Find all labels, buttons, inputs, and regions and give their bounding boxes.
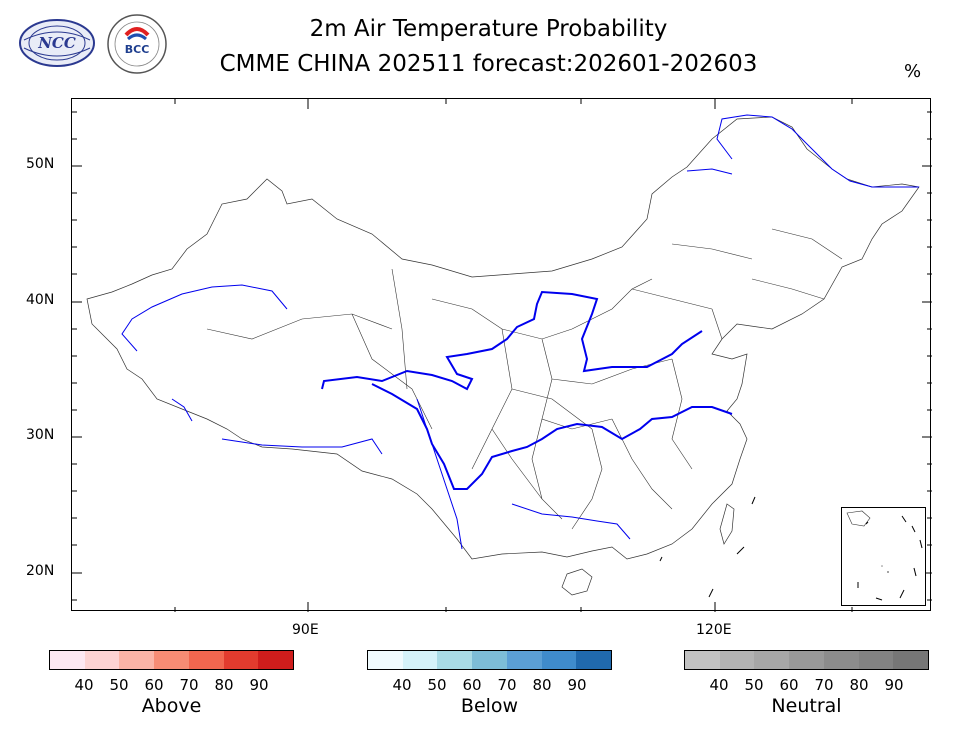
- above-tick: 40: [74, 676, 94, 694]
- above-swatch-4: [188, 651, 224, 669]
- below-tick: 40: [392, 676, 412, 694]
- ncc-logo-text: NCC: [37, 34, 76, 52]
- below-tick: 60: [462, 676, 482, 694]
- neutral-tick: 90: [884, 676, 904, 694]
- neutral-swatch-0: [685, 651, 720, 669]
- below-tick: 90: [567, 676, 587, 694]
- bcc-logo-text: BCC: [125, 43, 150, 56]
- map-subtitle: CMME CHINA 202511 forecast:202601-202603: [219, 51, 758, 77]
- ncc-logo: NCC: [18, 16, 96, 68]
- below-swatch-3: [472, 651, 507, 669]
- hainan-island: [561, 568, 593, 596]
- china-outline: [86, 116, 920, 560]
- neutral-tick: 50: [744, 676, 764, 694]
- above-swatch-5: [223, 651, 259, 669]
- above-tick: 70: [179, 676, 199, 694]
- below-tick: 50: [427, 676, 447, 694]
- below-swatch-2: [437, 651, 473, 669]
- neutral-tick: 70: [814, 676, 834, 694]
- below-swatch-1: [402, 651, 438, 669]
- yellow-river: [321, 290, 703, 391]
- pearl-river: [511, 503, 631, 540]
- neutral-swatch-3: [789, 651, 824, 669]
- yarlung-river: [221, 438, 383, 455]
- above-swatch-1: [84, 651, 120, 669]
- unit-label: %: [904, 61, 922, 82]
- below-label: Below: [460, 695, 519, 717]
- neutral-swatch-5: [858, 651, 894, 669]
- above-colorbar: [49, 650, 294, 670]
- songhua-river: [686, 168, 733, 175]
- neutral-tick: 60: [779, 676, 799, 694]
- province-borders: [206, 228, 843, 530]
- neutral-swatch-1: [719, 651, 755, 669]
- lat-label-40n: 40N: [26, 292, 55, 308]
- neutral-tick: 40: [709, 676, 729, 694]
- west-river: [171, 398, 193, 422]
- top-bottom-ticks: [174, 99, 853, 612]
- above-tick: 60: [144, 676, 164, 694]
- lon-label-120e: 120E: [696, 622, 732, 638]
- heilongjiang-river: [716, 114, 919, 188]
- above-label: Above: [141, 695, 202, 717]
- neutral-label: Neutral: [771, 695, 842, 717]
- neutral-swatch-6: [893, 651, 929, 669]
- neutral-tick: 80: [849, 676, 869, 694]
- yangtze-river: [371, 383, 733, 490]
- below-swatch-4: [506, 651, 542, 669]
- neutral-colorbar: [684, 650, 929, 670]
- below-colorbar: [367, 650, 612, 670]
- left-ticks: [72, 111, 82, 601]
- coastal-islands: [659, 496, 756, 598]
- above-swatch-3: [154, 651, 189, 669]
- lon-label-90e: 90E: [292, 622, 319, 638]
- below-swatch-6: [576, 651, 612, 669]
- below-tick: 70: [497, 676, 517, 694]
- above-swatch-2: [119, 651, 155, 669]
- below-swatch-0: [368, 651, 403, 669]
- lat-label-30n: 30N: [26, 427, 55, 443]
- neutral-swatch-2: [754, 651, 790, 669]
- above-tick: 80: [214, 676, 234, 694]
- lat-label-50n: 50N: [26, 156, 55, 172]
- above-tick: 90: [249, 676, 269, 694]
- map-panel: [71, 98, 932, 612]
- above-tick: 50: [109, 676, 129, 694]
- map-title: 2m Air Temperature Probability: [309, 16, 668, 42]
- above-swatch-6: [258, 651, 294, 669]
- taiwan-island: [719, 503, 735, 545]
- lancang-river: [416, 398, 463, 550]
- below-swatch-5: [541, 651, 577, 669]
- lat-label-20n: 20N: [26, 563, 55, 579]
- bcc-logo: BCC: [106, 13, 168, 75]
- below-tick: 80: [532, 676, 552, 694]
- tarim-river: [121, 284, 288, 352]
- neutral-swatch-4: [823, 651, 859, 669]
- south-china-sea-inset: [841, 507, 926, 606]
- above-swatch-0: [50, 651, 85, 669]
